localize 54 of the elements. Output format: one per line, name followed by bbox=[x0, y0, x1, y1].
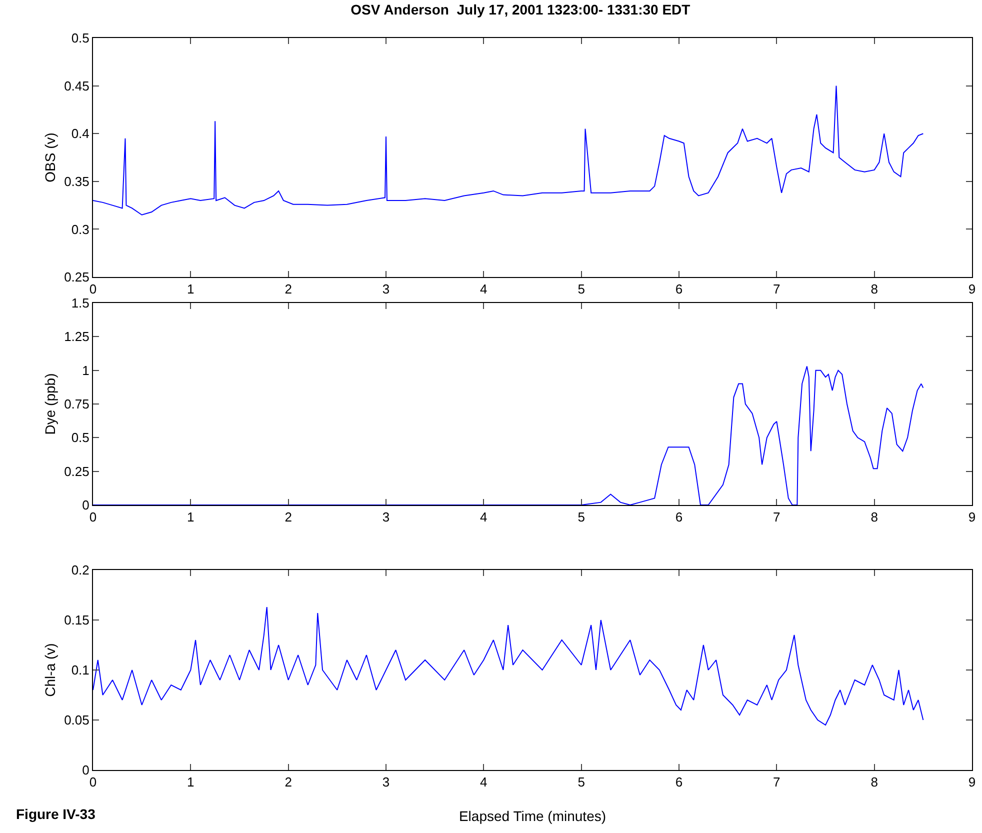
x-tick-label: 8 bbox=[870, 774, 878, 790]
x-tick-label: 3 bbox=[382, 774, 390, 790]
x-tick-label: 2 bbox=[284, 774, 292, 790]
x-tick-label: 7 bbox=[773, 282, 780, 297]
x-tick-label: 8 bbox=[870, 282, 878, 297]
x-tick-label: 9 bbox=[968, 510, 976, 525]
x-tick-label: 6 bbox=[675, 282, 683, 297]
x-tick-label: 1 bbox=[187, 774, 194, 790]
x-tick-label: 2 bbox=[284, 282, 292, 297]
y-axis-title: Chl-a (v) bbox=[42, 643, 58, 697]
y-tick-label: 0.25 bbox=[64, 270, 90, 285]
y-tick-label: 0.5 bbox=[71, 430, 90, 446]
y-tick-label: 0.1 bbox=[71, 662, 90, 678]
x-tick-label: 3 bbox=[382, 510, 390, 525]
y-tick-label: 0.05 bbox=[64, 712, 90, 728]
x-tick-label: 5 bbox=[578, 282, 585, 297]
y-tick-label: 0.75 bbox=[64, 396, 90, 412]
y-tick-label: 0.5 bbox=[71, 30, 90, 46]
y-tick-label: 0.25 bbox=[64, 464, 90, 479]
y-tick-label: 1.5 bbox=[71, 296, 90, 311]
y-tick-label: 0.4 bbox=[71, 126, 90, 142]
line-series bbox=[93, 606, 924, 726]
x-tick-label: 4 bbox=[480, 282, 488, 297]
x-tick-label: 8 bbox=[870, 510, 878, 525]
y-tick-label: 0.15 bbox=[64, 612, 90, 628]
x-tick-label: 4 bbox=[480, 774, 488, 790]
x-tick-label: 4 bbox=[480, 510, 488, 525]
y-tick-label: 1.25 bbox=[64, 329, 90, 344]
y-tick-label: 0 bbox=[82, 498, 90, 513]
x-tick-label: 7 bbox=[773, 774, 780, 790]
x-tick-label: 1 bbox=[187, 282, 194, 297]
y-tick-label: 0.3 bbox=[71, 222, 90, 237]
x-tick-label: 5 bbox=[578, 510, 585, 525]
x-tick-label: 3 bbox=[382, 282, 390, 297]
x-tick-label: 5 bbox=[578, 774, 585, 790]
text: Figure IV-33 bbox=[16, 806, 96, 822]
y-axis-title: Dye (ppb) bbox=[42, 373, 58, 435]
y-tick-label: 0.45 bbox=[64, 78, 90, 94]
y-tick-label: 0 bbox=[82, 762, 90, 778]
x-tick-label: 9 bbox=[968, 774, 976, 790]
x-tick-label: 9 bbox=[968, 282, 976, 297]
y-tick-label: 0.35 bbox=[64, 174, 90, 189]
x-axis-title: Elapsed Time (minutes) bbox=[458, 808, 606, 824]
line-series bbox=[93, 85, 924, 216]
y-axis-title: OBS (v) bbox=[42, 132, 58, 182]
x-tick-label: 7 bbox=[773, 510, 780, 525]
x-tick-label: 6 bbox=[675, 774, 683, 790]
y-tick-label: 1 bbox=[82, 362, 90, 378]
x-tick-label: 1 bbox=[187, 510, 194, 525]
line-series bbox=[93, 366, 924, 505]
chart-title: OSV Anderson July 17, 2001 1323:00- 1331:30 EDT bbox=[350, 1, 691, 18]
y-tick-label: 0.2 bbox=[71, 562, 90, 578]
x-tick-label: 6 bbox=[675, 510, 683, 525]
x-tick-label: 2 bbox=[284, 510, 292, 525]
